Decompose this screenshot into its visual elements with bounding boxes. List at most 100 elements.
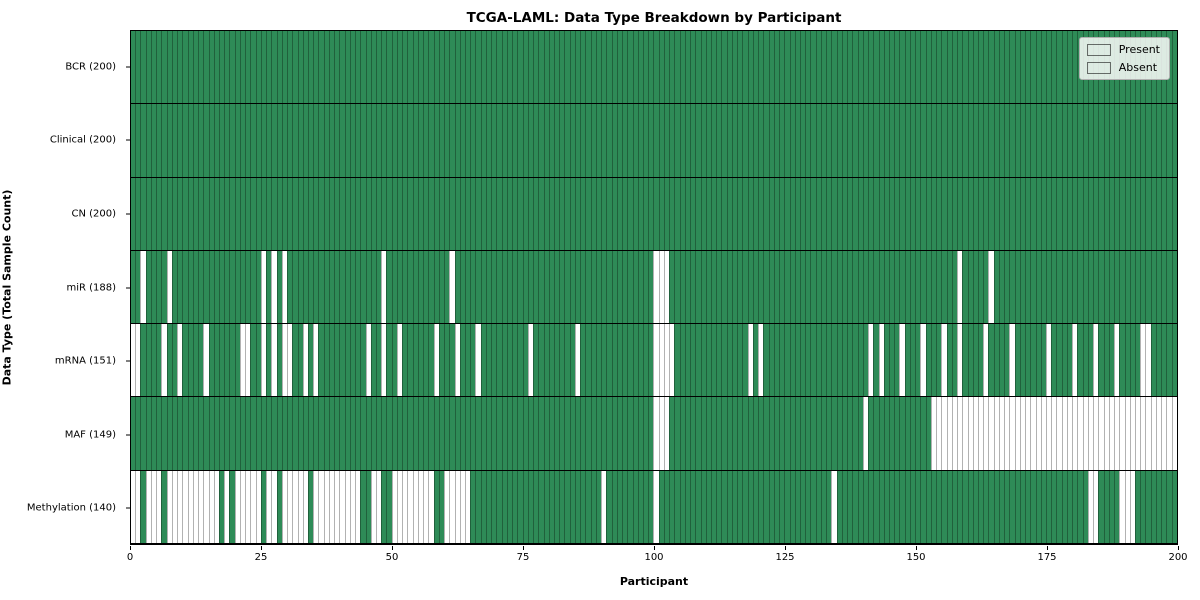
cell-Clinical-36 (318, 104, 324, 177)
cell-CN-121 (763, 177, 769, 250)
cell-Clinical-85 (574, 104, 581, 177)
cell-MAF-126 (789, 397, 795, 470)
legend-item-absent: Absent (1086, 61, 1160, 74)
cell-BCR-40 (339, 31, 345, 104)
cell-CN-47 (376, 177, 382, 250)
cell-Methylation-84 (569, 470, 575, 543)
cell-miR-185 (1098, 250, 1104, 324)
cell-miR-30 (287, 250, 293, 324)
cell-CN-21 (239, 177, 246, 250)
cell-MAF-178 (1061, 397, 1067, 470)
cell-MAF-76 (527, 397, 534, 470)
cell-miR-98 (642, 250, 649, 324)
cell-mRNA-121 (763, 324, 769, 397)
cell-mRNA-188 (1114, 324, 1120, 397)
cell-CN-17 (218, 177, 225, 250)
cell-BCR-176 (1051, 31, 1057, 104)
cell-mRNA-109 (700, 324, 706, 397)
cell-MAF-51 (396, 397, 403, 470)
cell-miR-1 (135, 250, 141, 324)
cell-Clinical-26 (266, 104, 272, 177)
cell-BCR-34 (307, 31, 314, 104)
cell-MAF-124 (779, 397, 785, 470)
cell-BCR-74 (517, 31, 523, 104)
cell-miR-90 (601, 250, 607, 324)
cell-miR-50 (391, 250, 397, 324)
cell-MAF-25 (260, 397, 267, 470)
cell-Methylation-121 (763, 470, 769, 543)
cell-Clinical-100 (653, 104, 659, 177)
cell-mRNA-171 (1025, 324, 1031, 397)
cell-Clinical-131 (815, 104, 821, 177)
cell-BCR-9 (177, 31, 183, 104)
cell-Methylation-76 (527, 470, 534, 543)
cell-mRNA-62 (454, 324, 460, 397)
cell-Methylation-92 (611, 470, 617, 543)
cell-miR-27 (271, 250, 277, 324)
cell-CN-35 (313, 177, 319, 250)
cell-Methylation-111 (711, 470, 717, 543)
cell-miR-4 (150, 250, 157, 324)
cell-miR-6 (161, 250, 167, 324)
cell-Clinical-98 (642, 104, 649, 177)
cell-miR-83 (564, 250, 570, 324)
cell-CN-160 (967, 177, 973, 250)
cell-BCR-58 (433, 31, 439, 104)
cell-BCR-5 (156, 31, 162, 104)
cell-Clinical-34 (307, 104, 314, 177)
cell-mRNA-193 (1140, 324, 1146, 397)
cell-mRNA-57 (428, 324, 434, 397)
cell-Clinical-83 (564, 104, 570, 177)
cell-miR-81 (553, 250, 560, 324)
cell-BCR-12 (192, 31, 199, 104)
cell-Clinical-165 (993, 104, 999, 177)
x-tick-label-200: 200 (1168, 552, 1188, 563)
cell-mRNA-167 (1004, 324, 1010, 397)
cell-miR-172 (1030, 250, 1036, 324)
cell-miR-188 (1114, 250, 1120, 324)
cell-MAF-108 (695, 397, 701, 470)
cell-MAF-95 (627, 397, 633, 470)
cell-mRNA-13 (198, 324, 204, 397)
cell-MAF-117 (742, 397, 748, 470)
cell-mRNA-67 (480, 324, 486, 397)
cell-Methylation-184 (1093, 470, 1099, 543)
cell-MAF-100 (653, 397, 659, 470)
cell-Clinical-16 (213, 104, 219, 177)
cell-mRNA-92 (611, 324, 617, 397)
cell-miR-161 (972, 250, 978, 324)
cell-MAF-134 (831, 397, 837, 470)
cell-BCR-73 (512, 31, 518, 104)
cell-Clinical-65 (470, 104, 476, 177)
cell-Methylation-134 (831, 470, 837, 543)
cell-mRNA-136 (841, 324, 848, 397)
cell-miR-36 (318, 250, 324, 324)
cell-Methylation-72 (506, 470, 513, 543)
cell-CN-6 (161, 177, 167, 250)
cell-mRNA-137 (847, 324, 853, 397)
cell-MAF-173 (1035, 397, 1041, 470)
cell-MAF-179 (1066, 397, 1073, 470)
cell-Clinical-169 (1014, 104, 1020, 177)
cell-MAF-55 (417, 397, 424, 470)
cell-CN-108 (695, 177, 701, 250)
x-tick-label-125: 125 (775, 552, 795, 563)
cell-miR-40 (339, 250, 345, 324)
cell-CN-89 (595, 177, 602, 250)
cell-Methylation-128 (800, 470, 806, 543)
cell-Methylation-22 (245, 470, 251, 543)
cell-Clinical-12 (192, 104, 199, 177)
cell-mRNA-75 (522, 324, 528, 397)
cell-miR-82 (559, 250, 565, 324)
cell-Methylation-61 (449, 470, 455, 543)
cell-Methylation-54 (412, 470, 418, 543)
cell-MAF-63 (459, 397, 465, 470)
cell-mRNA-81 (553, 324, 560, 397)
cell-miR-12 (192, 250, 199, 324)
cell-miR-64 (465, 250, 471, 324)
cell-CN-32 (297, 177, 303, 250)
cell-Clinical-181 (1077, 104, 1083, 177)
cell-BCR-98 (642, 31, 649, 104)
cell-Clinical-15 (208, 104, 214, 177)
cell-BCR-21 (239, 31, 246, 104)
